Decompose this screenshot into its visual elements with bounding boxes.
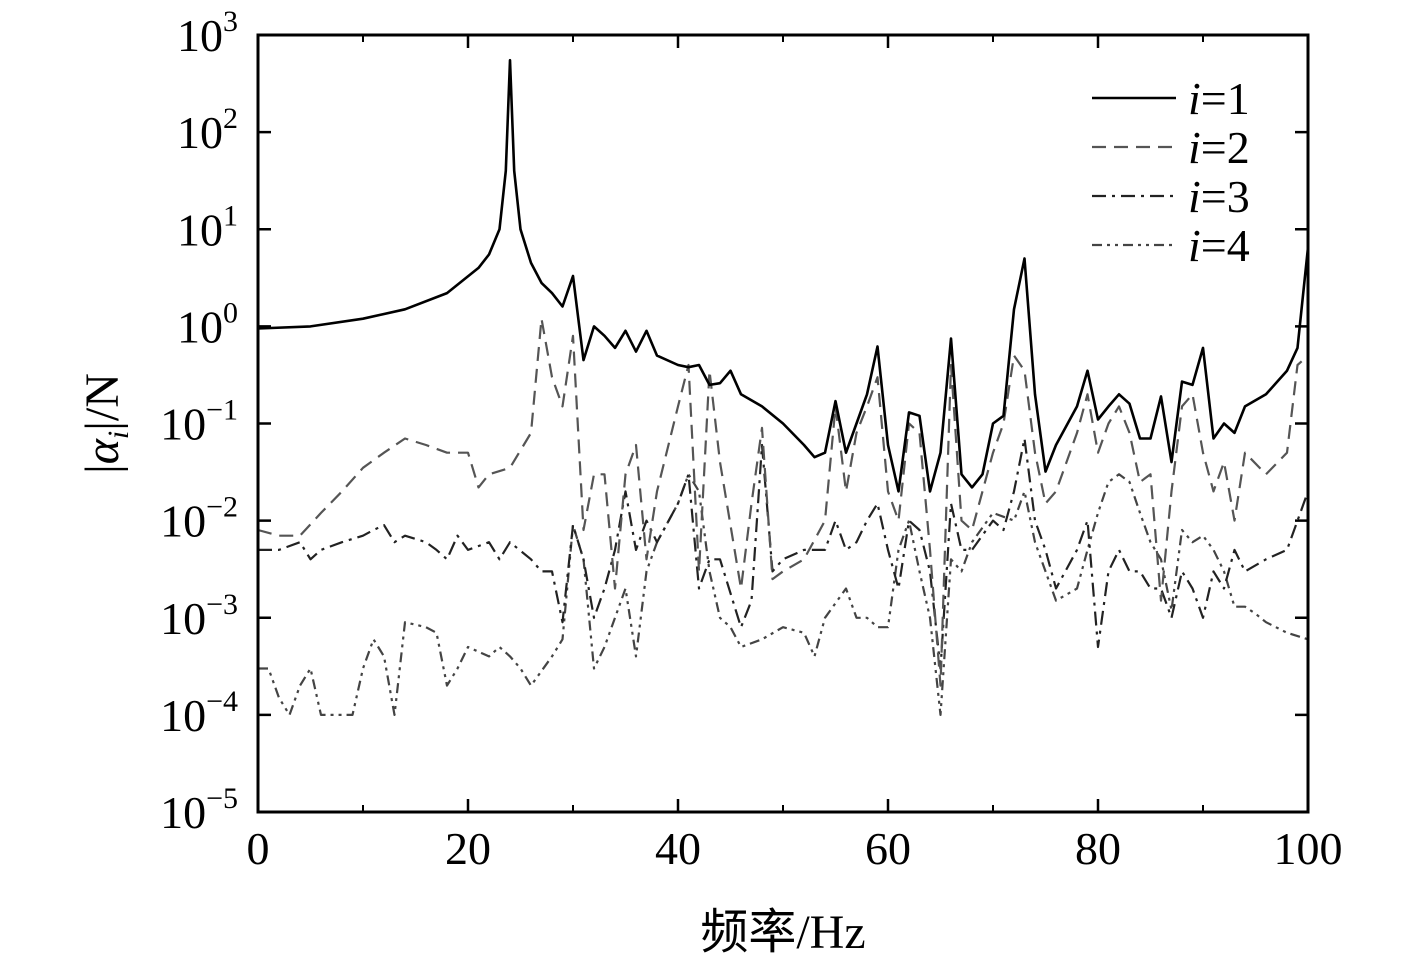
series-line-1 [257, 58, 1310, 493]
y-tick-label: 10−5 [160, 782, 238, 838]
y-tick-label: 10−4 [160, 685, 238, 741]
tick-layer: 0 20 40 60 80 100 10−5 10−4 10−3 10−2 10−1 100 101 10… [160, 5, 1342, 874]
x-tick-label: 60 [865, 823, 911, 874]
y-tick-label: 10−1 [160, 394, 238, 450]
legend: i=1i=2i=3i=4 [1092, 73, 1250, 271]
series-line-2 [257, 317, 1309, 687]
x-tick-label: 40 [655, 823, 701, 874]
x-axis-title: 频率/Hz [700, 906, 865, 959]
legend-label-2: i=2 [1188, 122, 1250, 173]
series-layer [257, 58, 1310, 716]
series-line-3 [258, 437, 1310, 670]
legend-label-4: i=4 [1188, 220, 1250, 271]
x-tick-label: 80 [1075, 823, 1121, 874]
legend-label-1: i=1 [1188, 73, 1250, 124]
y-tick-label: 103 [177, 5, 238, 61]
y-tick-label: 10−3 [160, 588, 238, 644]
x-tick-label: 0 [247, 823, 270, 874]
y-tick-label: 100 [177, 296, 238, 352]
y-tick-label: 10−2 [160, 491, 238, 547]
x-tick-label: 100 [1274, 823, 1343, 874]
x-tick-label: 20 [445, 823, 491, 874]
y-tick-label: 101 [177, 199, 238, 255]
series-line-4 [258, 473, 1309, 716]
y-tick-label: 102 [177, 102, 238, 158]
legend-label-3: i=3 [1188, 171, 1250, 222]
y-axis-title: |αi|/N [76, 373, 135, 474]
